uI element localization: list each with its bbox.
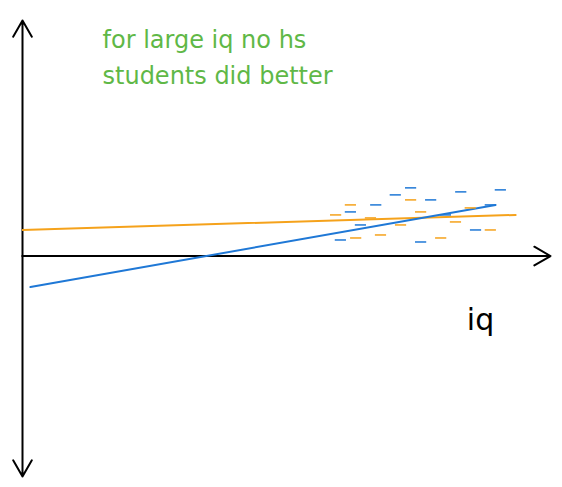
svg-text:iq: iq xyxy=(467,302,494,337)
svg-text:for large iq no hsstudents did: for large iq no hsstudents did better xyxy=(103,26,333,90)
